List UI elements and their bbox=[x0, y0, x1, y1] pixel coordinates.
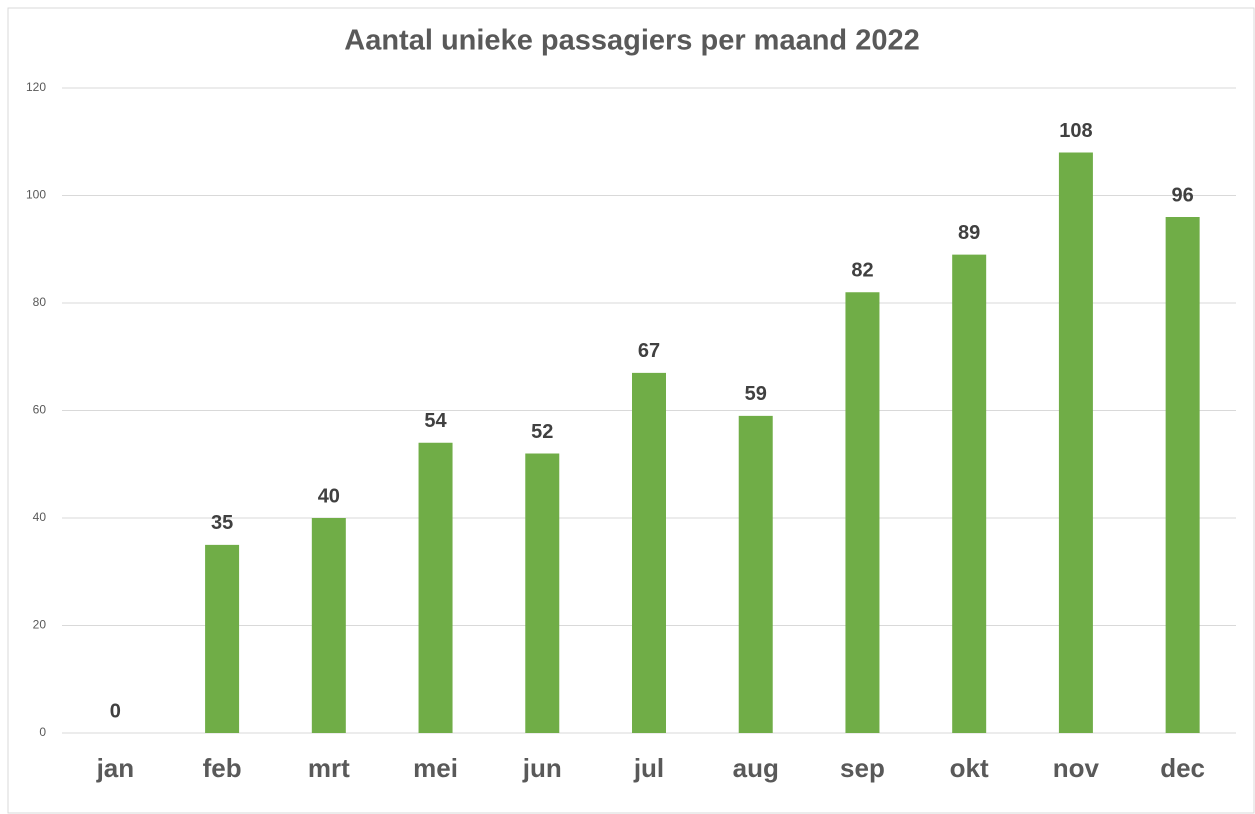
data-label: 67 bbox=[638, 340, 660, 362]
y-tick-label: 100 bbox=[26, 188, 46, 202]
x-tick-label: nov bbox=[1053, 753, 1100, 783]
bar bbox=[738, 415, 773, 733]
x-tick-label: jul bbox=[633, 753, 664, 783]
data-label: 40 bbox=[318, 485, 340, 507]
bar bbox=[525, 453, 560, 733]
bar bbox=[1165, 217, 1200, 733]
data-label: 54 bbox=[424, 410, 447, 432]
data-label: 0 bbox=[110, 700, 121, 722]
bar bbox=[845, 292, 880, 733]
chart-title: Aantal unieke passagiers per maand 2022 bbox=[344, 25, 919, 57]
bar bbox=[418, 442, 453, 733]
y-tick-label: 60 bbox=[33, 403, 47, 417]
y-tick-label: 120 bbox=[26, 80, 46, 94]
x-tick-label: mrt bbox=[308, 753, 350, 783]
x-tick-label: okt bbox=[950, 753, 989, 783]
bar bbox=[952, 254, 987, 733]
x-tick-label: sep bbox=[840, 753, 885, 783]
data-label: 96 bbox=[1172, 184, 1194, 206]
bar bbox=[632, 372, 666, 733]
x-tick-label: jun bbox=[522, 753, 562, 783]
data-label: 82 bbox=[851, 260, 873, 282]
data-label: 59 bbox=[745, 383, 767, 405]
data-label: 89 bbox=[958, 222, 980, 244]
y-tick-label: 40 bbox=[33, 510, 47, 524]
x-tick-label: feb bbox=[203, 753, 242, 783]
x-tick-label: aug bbox=[733, 753, 779, 783]
data-label: 52 bbox=[531, 421, 553, 443]
y-tick-label: 20 bbox=[33, 618, 47, 632]
x-tick-label: mei bbox=[413, 753, 458, 783]
bar bbox=[205, 544, 240, 733]
data-label: 35 bbox=[211, 512, 233, 534]
y-tick-label: 80 bbox=[33, 295, 47, 309]
bar bbox=[1058, 152, 1093, 733]
data-label: 108 bbox=[1059, 120, 1092, 142]
bar bbox=[311, 518, 346, 733]
x-tick-label: dec bbox=[1160, 753, 1205, 783]
x-tick-label: jan bbox=[96, 753, 135, 783]
y-tick-label: 0 bbox=[39, 725, 46, 739]
